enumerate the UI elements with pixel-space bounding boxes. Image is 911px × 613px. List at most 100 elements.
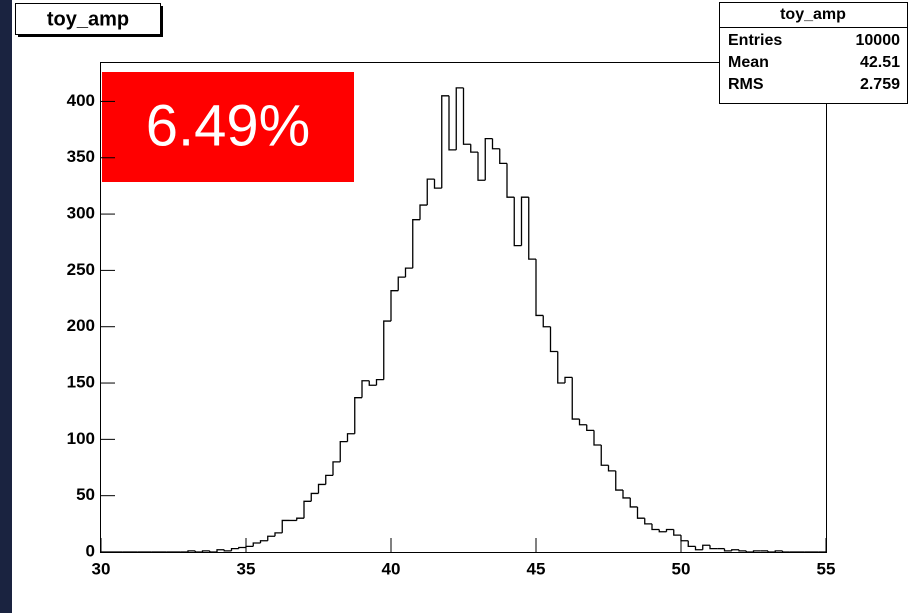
histogram-bin [731, 549, 739, 551]
histogram-bin [499, 148, 507, 165]
histogram-bin [622, 490, 631, 499]
histogram-bin [615, 470, 623, 491]
histogram-bin [564, 376, 573, 384]
histogram-bin [325, 474, 333, 485]
histogram-bin [535, 259, 544, 317]
chart-title: toy_amp [47, 8, 129, 30]
stats-value: 42.51 [860, 54, 900, 71]
y-tick-label: 300 [67, 204, 95, 223]
histogram-bin [752, 550, 761, 552]
stats-box: toy_amp Entries 10000 Mean 42.51 RMS 2.759 [719, 2, 908, 104]
histogram-bin [361, 380, 370, 398]
annotation-box [102, 72, 354, 182]
title-box-shadow [160, 6, 163, 37]
histogram-bin [346, 433, 355, 442]
histogram-bin [528, 197, 536, 260]
histogram-bin [673, 529, 681, 536]
stats-value: 2.759 [860, 76, 900, 93]
histogram-bin [665, 528, 674, 532]
stats-label: Mean [728, 54, 769, 71]
histogram-bin [506, 163, 515, 198]
histogram-bin [245, 545, 254, 548]
annotation: 6.49% [146, 93, 310, 158]
histogram-bin [477, 152, 486, 181]
histogram-bin [702, 544, 710, 550]
histogram-bin [774, 550, 783, 552]
histogram-bin [781, 550, 790, 553]
histogram-bin [354, 397, 362, 434]
y-tick-label: 250 [67, 260, 95, 279]
histogram-bin [368, 380, 377, 386]
histogram-bin [259, 540, 268, 543]
histogram-bin [209, 550, 217, 553]
histogram-bin [274, 532, 283, 537]
x-tick-label: 45 [527, 559, 546, 578]
histogram-bin [375, 379, 384, 386]
histogram-bin [281, 519, 290, 533]
histogram-bin [462, 87, 471, 145]
stats-value: 10000 [856, 32, 901, 49]
histogram-bin [549, 326, 558, 353]
plot-frame [100, 62, 827, 553]
histogram-bin [542, 315, 551, 328]
histogram-bin [600, 444, 609, 466]
histogram-bin [390, 290, 399, 322]
histogram-bin [201, 550, 210, 552]
histogram-bin [593, 430, 602, 446]
title-box-shadow [18, 34, 163, 37]
histogram-bin [491, 138, 500, 150]
histogram-bin [520, 196, 529, 246]
histogram-bin [419, 204, 428, 220]
histogram-bin [404, 267, 413, 278]
histogram-bin [426, 178, 435, 206]
x-tick-label: 40 [382, 559, 401, 578]
histogram-bin [484, 137, 493, 181]
x-tick-label: 55 [817, 559, 836, 578]
histogram-bin [586, 424, 594, 431]
histogram-bin [339, 440, 348, 462]
histogram-bin [578, 419, 587, 426]
histogram-bin [636, 506, 645, 519]
histogram-bin [557, 351, 565, 384]
stats-label: Entries [728, 32, 782, 49]
histogram-bin [296, 517, 304, 521]
x-tick-label: 35 [237, 559, 256, 578]
histogram-bin [470, 144, 478, 153]
histogram-bin [644, 518, 652, 525]
histogram-bin [767, 550, 776, 553]
histogram-bin [513, 197, 522, 247]
histogram-bin [455, 87, 464, 150]
y-tick-label: 100 [67, 429, 95, 448]
histogram-bin [658, 529, 667, 533]
x-tick-label: 50 [672, 559, 691, 578]
histogram-bin [738, 549, 747, 552]
histogram-bin [310, 492, 319, 502]
histogram-bin [433, 179, 442, 189]
histogram-bin [194, 550, 203, 553]
histogram-bin [332, 461, 341, 476]
histogram-bin [216, 549, 225, 552]
histogram-bin [607, 465, 616, 472]
histogram-bin [651, 523, 660, 531]
histogram-bin [723, 548, 732, 552]
histogram-bin [303, 500, 312, 519]
histogram-bin [745, 550, 754, 553]
histogram-bin [238, 546, 246, 549]
histogram-bin [629, 497, 638, 508]
x-tick-label: 30 [92, 559, 111, 578]
y-tick-label: 200 [67, 316, 95, 335]
histogram-bin [709, 545, 718, 550]
histogram-bin [397, 276, 406, 291]
histogram-bin [223, 549, 232, 552]
histogram-bin [317, 483, 326, 494]
histogram-bin [383, 320, 391, 380]
histogram-bin [448, 95, 457, 151]
y-tick-label: 0 [86, 541, 95, 560]
histogram-bin [571, 377, 580, 420]
histogram-bin [187, 550, 196, 552]
y-tick-label: 50 [76, 485, 95, 504]
histogram-bin [694, 546, 703, 551]
histogram-bin [252, 542, 261, 547]
